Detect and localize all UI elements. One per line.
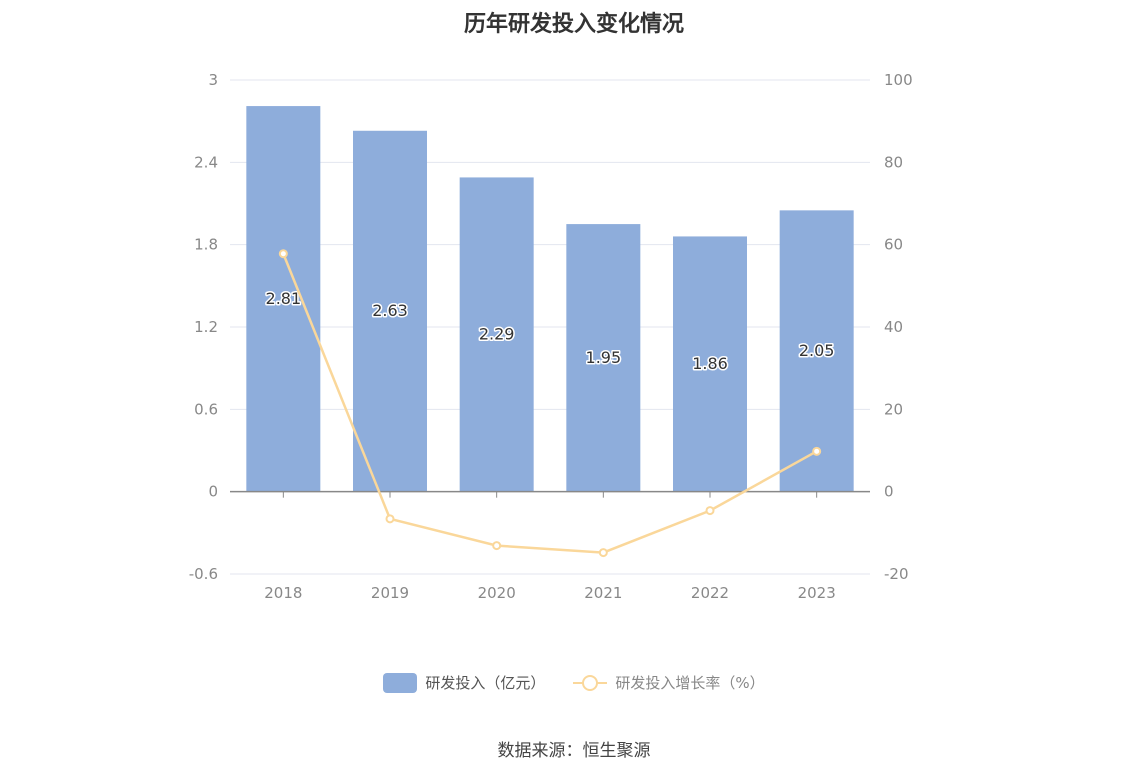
y-left-tick-label: 3 bbox=[208, 71, 218, 89]
bar bbox=[459, 177, 534, 492]
y-right-tick-label: 0 bbox=[884, 483, 894, 501]
growth-point bbox=[705, 506, 715, 516]
legend-line-label: 研发投入增长率（%） bbox=[615, 674, 765, 692]
bar bbox=[779, 210, 854, 492]
x-tick-label: 2021 bbox=[584, 584, 622, 602]
bar-data-label: 1.95 bbox=[586, 348, 622, 367]
growth-point bbox=[278, 249, 288, 259]
bar-data-label: 2.81 bbox=[266, 289, 302, 308]
bar bbox=[353, 130, 427, 492]
bar bbox=[246, 106, 321, 492]
y-left-tick-label: -0.6 bbox=[189, 565, 218, 583]
growth-point bbox=[598, 548, 608, 558]
chart-title: 历年研发投入变化情况 bbox=[463, 12, 684, 37]
x-tick-label: 2018 bbox=[264, 584, 302, 602]
legend-bar-label: 研发投入（亿元） bbox=[425, 674, 546, 692]
y-right-tick-label: -20 bbox=[884, 565, 909, 583]
y-left-tick-label: 1.8 bbox=[194, 236, 218, 254]
y-left-tick-label: 1.2 bbox=[194, 318, 218, 336]
bar bbox=[566, 224, 641, 492]
data-source: 数据来源：恒生聚源 bbox=[497, 741, 651, 761]
growth-point bbox=[492, 541, 502, 551]
growth-point bbox=[385, 514, 395, 524]
x-tick-label: 2022 bbox=[691, 584, 729, 602]
bar-data-label: 2.29 bbox=[479, 325, 515, 344]
y-right-tick-label: 60 bbox=[884, 236, 903, 254]
bar-data-label: 1.86 bbox=[692, 354, 728, 373]
x-tick-label: 2023 bbox=[798, 584, 836, 602]
x-tick-label: 2020 bbox=[478, 584, 516, 602]
y-left-tick-label: 0 bbox=[208, 483, 218, 501]
legend: 研发投入（亿元） 研发投入增长率（%） bbox=[0, 672, 1148, 693]
growth-line bbox=[282, 253, 818, 554]
y-right-tick-label: 80 bbox=[884, 153, 903, 171]
bar-data-label: 2.05 bbox=[799, 341, 835, 360]
legend-item-line[interactable]: 研发投入增长率（%） bbox=[573, 672, 765, 693]
x-tick-label: 2019 bbox=[371, 584, 409, 602]
bar bbox=[673, 236, 747, 492]
legend-line-swatch bbox=[573, 673, 608, 693]
y-left-tick-label: 0.6 bbox=[194, 400, 218, 418]
y-left-tick-label: 2.4 bbox=[194, 153, 218, 171]
y-right-tick-label: 100 bbox=[884, 71, 913, 89]
legend-bar-swatch bbox=[383, 672, 418, 693]
legend-item-bar[interactable]: 研发投入（亿元） bbox=[383, 672, 545, 693]
growth-point bbox=[812, 446, 822, 456]
y-right-tick-label: 20 bbox=[884, 400, 903, 418]
y-right-tick-label: 40 bbox=[884, 318, 903, 336]
bar-data-label: 2.63 bbox=[372, 301, 408, 320]
